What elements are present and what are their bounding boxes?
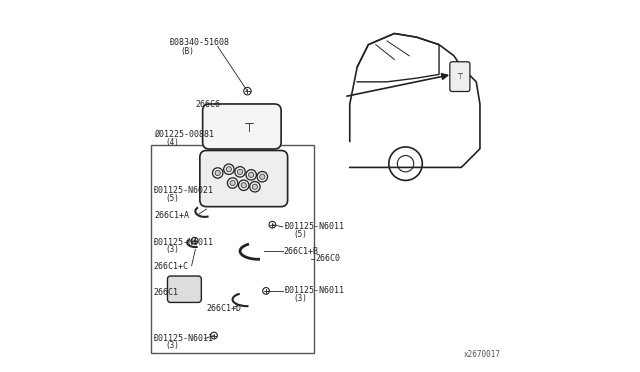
Text: Ð01125-N6011: Ð01125-N6011 <box>284 222 344 231</box>
FancyBboxPatch shape <box>203 104 281 149</box>
Text: (B): (B) <box>180 47 195 56</box>
Circle shape <box>230 180 235 186</box>
Text: 266C1+A: 266C1+A <box>154 211 189 219</box>
Text: 266C0: 266C0 <box>316 254 340 263</box>
Text: (5): (5) <box>293 230 307 239</box>
Circle shape <box>215 170 220 176</box>
Circle shape <box>237 169 243 174</box>
Circle shape <box>248 172 254 177</box>
Text: 266C1+D: 266C1+D <box>207 304 241 312</box>
Circle shape <box>241 183 246 188</box>
Text: 266C6: 266C6 <box>195 100 220 109</box>
Text: Ð01125-N6021: Ð01125-N6021 <box>154 186 213 195</box>
Text: (3): (3) <box>293 294 307 303</box>
Circle shape <box>260 174 265 179</box>
Text: Ø01225-00881: Ø01225-00881 <box>154 130 214 139</box>
FancyBboxPatch shape <box>450 62 470 92</box>
Text: (3): (3) <box>166 341 179 350</box>
Text: ⊤: ⊤ <box>244 122 255 135</box>
FancyBboxPatch shape <box>200 150 287 207</box>
Text: x2670017: x2670017 <box>463 350 500 359</box>
Circle shape <box>252 184 257 189</box>
Text: Ð01125-N6011: Ð01125-N6011 <box>284 286 344 295</box>
Text: 266C1+C: 266C1+C <box>154 262 188 271</box>
Text: 266C1: 266C1 <box>154 288 179 296</box>
Text: 266C1+B: 266C1+B <box>284 247 319 256</box>
Text: Ð01125-N6011: Ð01125-N6011 <box>154 334 213 343</box>
Text: (4): (4) <box>166 138 179 147</box>
Text: (3): (3) <box>166 245 179 254</box>
Text: Ð01125-N6011: Ð01125-N6011 <box>154 238 213 247</box>
Text: ⊤: ⊤ <box>456 72 463 81</box>
FancyBboxPatch shape <box>168 276 202 302</box>
Text: (5): (5) <box>166 194 179 203</box>
Text: Ð08340-51608: Ð08340-51608 <box>170 38 229 47</box>
Circle shape <box>227 167 232 172</box>
